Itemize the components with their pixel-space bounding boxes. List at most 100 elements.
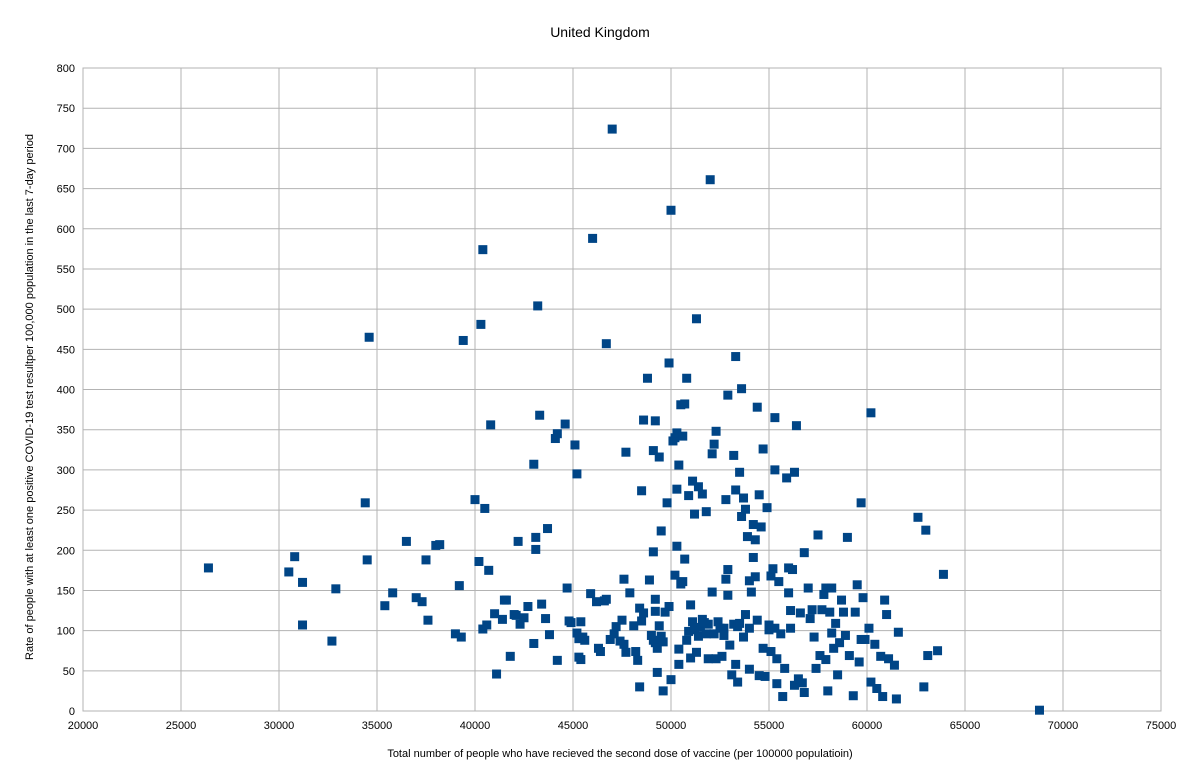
- data-point: [513, 536, 523, 546]
- data-point: [639, 608, 649, 618]
- y-tick-label: 100: [57, 626, 75, 638]
- data-point: [750, 535, 760, 545]
- x-tick-label: 50000: [656, 720, 687, 732]
- data-point: [672, 428, 682, 438]
- y-tick-label: 700: [57, 143, 75, 155]
- data-point: [576, 617, 586, 627]
- data-point: [799, 548, 809, 558]
- data-point: [713, 617, 723, 627]
- data-point: [831, 618, 841, 628]
- data-point: [784, 588, 794, 598]
- data-point: [552, 655, 562, 665]
- data-point: [470, 495, 480, 505]
- data-point: [856, 498, 866, 508]
- y-tick-label: 300: [57, 465, 75, 477]
- data-point: [619, 639, 629, 649]
- data-point: [570, 440, 580, 450]
- data-point: [744, 576, 754, 586]
- data-point: [682, 635, 692, 645]
- data-point: [680, 554, 690, 564]
- data-point: [789, 680, 799, 690]
- data-point: [711, 426, 721, 436]
- data-point: [876, 651, 886, 661]
- data-point: [866, 408, 876, 418]
- data-point: [735, 618, 745, 628]
- data-point: [938, 569, 948, 579]
- data-point: [882, 610, 892, 620]
- data-point: [776, 629, 786, 639]
- data-point: [748, 552, 758, 562]
- data-point: [811, 663, 821, 673]
- data-point: [850, 607, 860, 617]
- data-point: [519, 613, 529, 623]
- data-point: [501, 595, 511, 605]
- data-point: [421, 555, 431, 565]
- y-tick-label: 0: [69, 706, 75, 718]
- plot-area-border: [82, 67, 1162, 712]
- data-point: [658, 637, 668, 647]
- data-point: [823, 686, 833, 696]
- data-point: [650, 416, 660, 426]
- data-point: [803, 583, 813, 593]
- data-point: [290, 552, 300, 562]
- data-point: [529, 459, 539, 469]
- data-point: [572, 469, 582, 479]
- data-point: [921, 525, 931, 535]
- data-point: [786, 606, 796, 616]
- data-point: [697, 489, 707, 499]
- data-point: [637, 616, 647, 626]
- data-point: [672, 541, 682, 551]
- data-point: [331, 584, 341, 594]
- data-point: [760, 671, 770, 681]
- data-point: [891, 694, 901, 704]
- data-point: [550, 434, 560, 444]
- data-point: [744, 623, 754, 633]
- x-tick-label: 55000: [754, 720, 785, 732]
- data-point: [813, 530, 823, 540]
- data-point: [797, 678, 807, 688]
- data-point: [789, 467, 799, 477]
- data-point: [842, 532, 852, 542]
- data-point: [523, 602, 533, 612]
- data-point: [758, 643, 768, 653]
- data-point: [821, 655, 831, 665]
- x-tick-label: 35000: [362, 720, 393, 732]
- data-point: [203, 563, 213, 573]
- y-tick-label: 750: [57, 103, 75, 115]
- data-point: [837, 595, 847, 605]
- data-point: [825, 607, 835, 617]
- y-axis-label: Rate of people with at least one positiv…: [24, 134, 36, 660]
- data-point: [360, 498, 370, 508]
- data-point: [754, 671, 764, 681]
- data-point: [458, 335, 468, 345]
- data-point: [742, 532, 752, 542]
- data-point: [695, 622, 705, 632]
- data-point: [748, 520, 758, 530]
- data-point: [848, 691, 858, 701]
- data-point: [450, 629, 460, 639]
- data-point: [754, 490, 764, 500]
- data-point: [680, 399, 690, 409]
- data-point: [666, 675, 676, 685]
- data-point: [913, 512, 923, 522]
- data-point: [674, 460, 684, 470]
- data-point: [619, 574, 629, 584]
- data-point: [691, 647, 701, 657]
- data-point: [633, 655, 643, 665]
- data-point: [684, 491, 694, 501]
- data-point: [535, 410, 545, 420]
- y-tick-label: 500: [57, 304, 75, 316]
- data-point: [1034, 705, 1044, 715]
- data-point: [717, 651, 727, 661]
- chart-title: United Kingdom: [550, 24, 650, 40]
- data-point: [515, 619, 525, 629]
- data-point: [284, 567, 294, 577]
- data-point: [656, 526, 666, 536]
- x-tick-label: 25000: [166, 720, 197, 732]
- data-point: [588, 233, 598, 243]
- data-point: [482, 620, 492, 630]
- data-point: [740, 504, 750, 514]
- data-points: [203, 124, 1044, 715]
- data-point: [617, 615, 627, 625]
- y-tick-label: 450: [57, 344, 75, 356]
